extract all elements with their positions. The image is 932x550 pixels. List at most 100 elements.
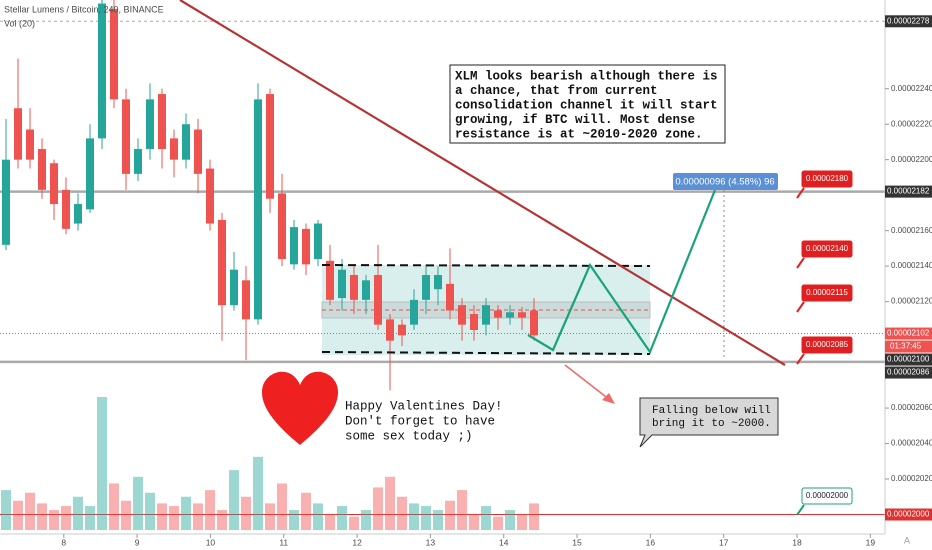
candle-body	[242, 280, 250, 320]
volume-bar	[493, 516, 503, 530]
volume-bar	[217, 510, 227, 530]
flag-green-stem	[796, 504, 805, 516]
price-tag-label: 0.00002000	[887, 510, 930, 519]
volume-bar	[445, 500, 455, 530]
y-tick-label: 0.00002020	[891, 474, 932, 483]
volume-bar	[481, 506, 491, 530]
axis-background	[885, 0, 932, 550]
candle-body	[38, 149, 46, 190]
price-tag	[885, 15, 932, 28]
candle-body	[530, 310, 538, 336]
channel-bottom	[321, 351, 651, 355]
flag	[801, 170, 853, 188]
candle-body	[458, 305, 466, 325]
volume-bar	[37, 503, 47, 530]
price-tag	[885, 353, 932, 366]
volume-bar	[253, 456, 263, 530]
volume-bar	[385, 476, 395, 530]
candle-body	[302, 228, 310, 265]
volume-bar	[241, 496, 251, 530]
volume-bar	[181, 496, 191, 530]
note-line: XLM looks bearish although there is	[455, 69, 718, 83]
volume-bar	[373, 487, 383, 530]
volume-label: Vol (20)	[4, 18, 35, 28]
note-box	[449, 64, 726, 144]
candle-body	[134, 149, 142, 174]
volume-bar	[13, 500, 23, 530]
volume-bar	[505, 510, 515, 530]
x-tick-label: 8	[61, 537, 66, 547]
x-tick-label: 18	[792, 537, 802, 547]
candle-body	[50, 163, 58, 205]
volume-bar	[361, 510, 371, 530]
volume-bar	[121, 500, 131, 530]
candle-body	[278, 193, 286, 260]
candle-body	[506, 312, 514, 318]
volume-bar	[145, 492, 155, 530]
flag	[801, 284, 853, 302]
note-line: growing, if BTC will. Most dense	[455, 113, 695, 127]
volume-bar	[157, 503, 167, 530]
volume-bar	[193, 503, 203, 530]
volume-bar	[1, 490, 11, 530]
volume-bar	[457, 490, 467, 530]
candle-body	[362, 280, 370, 300]
flag-label: 0.00002140	[806, 244, 849, 253]
volume-bar	[517, 514, 527, 530]
valentine-line: Happy Valentines Day!	[345, 399, 503, 413]
candle-body	[290, 227, 298, 265]
x-tick-label: 9	[135, 537, 140, 547]
volume-bar	[49, 510, 59, 530]
price-tag	[885, 185, 932, 198]
x-tick-label: 11	[279, 537, 288, 547]
countdown: 01:37:45	[890, 342, 922, 351]
candle-body	[74, 204, 82, 224]
chart-title: Stellar Lumens / Bitcoin, 240, BINANCE	[4, 4, 164, 14]
candle-body	[254, 99, 262, 320]
price-tag-label: 0.00002102	[887, 329, 930, 338]
candle-body	[518, 312, 526, 318]
callout-line: Falling below will	[652, 405, 771, 417]
channel-top	[321, 264, 651, 267]
measure-box	[673, 173, 778, 190]
volume-bar	[133, 476, 143, 530]
candle-body	[314, 223, 322, 260]
candle-body	[410, 299, 418, 325]
flag	[801, 240, 853, 258]
flag-label: 0.00002115	[806, 288, 848, 297]
candle-body	[2, 159, 10, 245]
x-tick-label: 12	[352, 537, 362, 547]
valentine-line: Don't forget to have	[345, 414, 495, 428]
candle-body	[350, 275, 358, 300]
candle-body	[86, 138, 94, 210]
x-tick-label: 15	[572, 537, 582, 547]
candle-body	[14, 108, 22, 160]
candle-body	[422, 275, 430, 300]
y-tick-label: 0.00002200	[891, 155, 932, 164]
flag-stem	[796, 301, 805, 313]
candle-body	[374, 275, 382, 325]
x-tick-label: 17	[719, 537, 729, 547]
volume-bar	[433, 510, 443, 530]
volume-bar	[265, 503, 275, 530]
candle-body	[338, 269, 346, 299]
candle-body	[206, 168, 214, 224]
arrow-head	[602, 393, 615, 404]
candle-body	[122, 99, 130, 174]
volume-bar	[469, 514, 479, 530]
flag-green	[801, 487, 853, 505]
callout-box	[639, 397, 779, 448]
note-line: a chance, that from current	[455, 84, 658, 98]
valentine-line: some sex today ;)	[345, 429, 473, 443]
volume-bar	[85, 506, 95, 530]
x-tick-label: 13	[426, 537, 436, 547]
volume-bar	[409, 503, 419, 530]
volume-bar	[337, 506, 347, 530]
volume-bar	[313, 503, 323, 530]
price-axis: 0.00002240 0.00002220 0.00002200 0.00002160…	[884, 0, 932, 550]
candle-body	[170, 138, 178, 160]
candle-body	[230, 269, 238, 306]
countdown-tag	[885, 340, 932, 353]
candle-body	[110, 8, 118, 100]
candle-body	[386, 319, 394, 341]
